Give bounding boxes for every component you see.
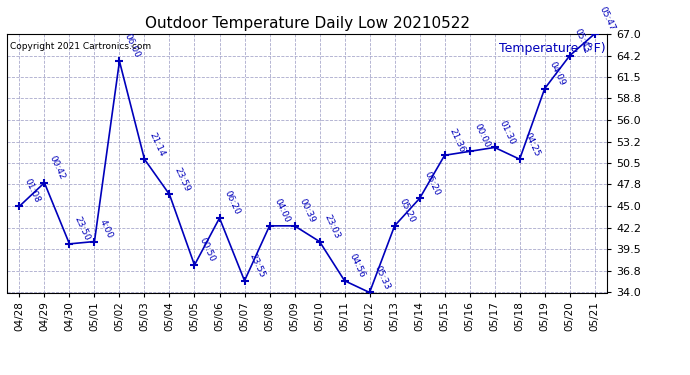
Text: 05:43: 05:43 [573, 27, 592, 54]
Text: 06:20: 06:20 [222, 189, 242, 216]
Text: 01:30: 01:30 [497, 118, 517, 146]
Text: 23:55: 23:55 [248, 252, 266, 279]
Text: Temperature (°F): Temperature (°F) [499, 42, 606, 54]
Text: 4:00: 4:00 [97, 218, 114, 240]
Text: 00:00: 00:00 [473, 123, 492, 150]
Text: 04:56: 04:56 [348, 252, 366, 279]
Text: 00:50: 00:50 [197, 236, 217, 264]
Text: 06:00: 06:00 [122, 32, 141, 60]
Text: 05:20: 05:20 [422, 170, 442, 197]
Text: 04:09: 04:09 [548, 60, 566, 87]
Text: 05:33: 05:33 [373, 264, 392, 291]
Text: 21:14: 21:14 [148, 130, 166, 158]
Text: 05:20: 05:20 [397, 197, 417, 224]
Text: 05:47: 05:47 [598, 5, 617, 32]
Text: 21:36: 21:36 [448, 127, 466, 154]
Text: 23:03: 23:03 [322, 213, 342, 240]
Text: 00:42: 00:42 [48, 154, 66, 181]
Text: 00:39: 00:39 [297, 197, 317, 224]
Text: 04:00: 04:00 [273, 197, 292, 224]
Text: 04:25: 04:25 [522, 130, 542, 158]
Title: Outdoor Temperature Daily Low 20210522: Outdoor Temperature Daily Low 20210522 [144, 16, 470, 31]
Text: 23:50: 23:50 [72, 215, 92, 242]
Text: 23:59: 23:59 [172, 166, 192, 193]
Text: Copyright 2021 Cartronics.com: Copyright 2021 Cartronics.com [10, 42, 151, 51]
Text: 01:08: 01:08 [22, 177, 41, 205]
